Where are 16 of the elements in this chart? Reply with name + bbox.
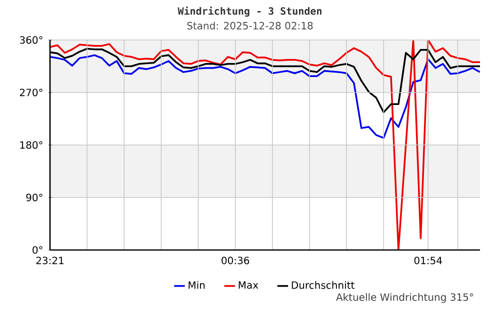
legend-label: Durchschnitt xyxy=(292,281,354,289)
y-tick-label: 360° xyxy=(20,36,42,44)
x-tick-label: 01:54 xyxy=(414,256,442,264)
x-tick-label: 23:21 xyxy=(36,256,64,264)
legend-label: Min xyxy=(188,281,205,289)
line-series xyxy=(50,40,480,250)
chart-title: Windrichtung - 3 Stunden xyxy=(178,6,322,17)
y-tick-label: 180° xyxy=(20,141,42,149)
y-tick-label: 270° xyxy=(20,88,42,96)
y-tick-label: 0° xyxy=(32,246,42,254)
x-tick-label: 00:36 xyxy=(222,256,250,264)
legend-label: Max xyxy=(238,281,258,289)
y-tick-label: 90° xyxy=(26,194,42,202)
chart-subtitle: Stand: 2025-12-28 02:18 xyxy=(187,22,313,30)
text: Aktuelle Windrichtung 315° xyxy=(336,293,473,303)
line-series xyxy=(50,54,480,139)
